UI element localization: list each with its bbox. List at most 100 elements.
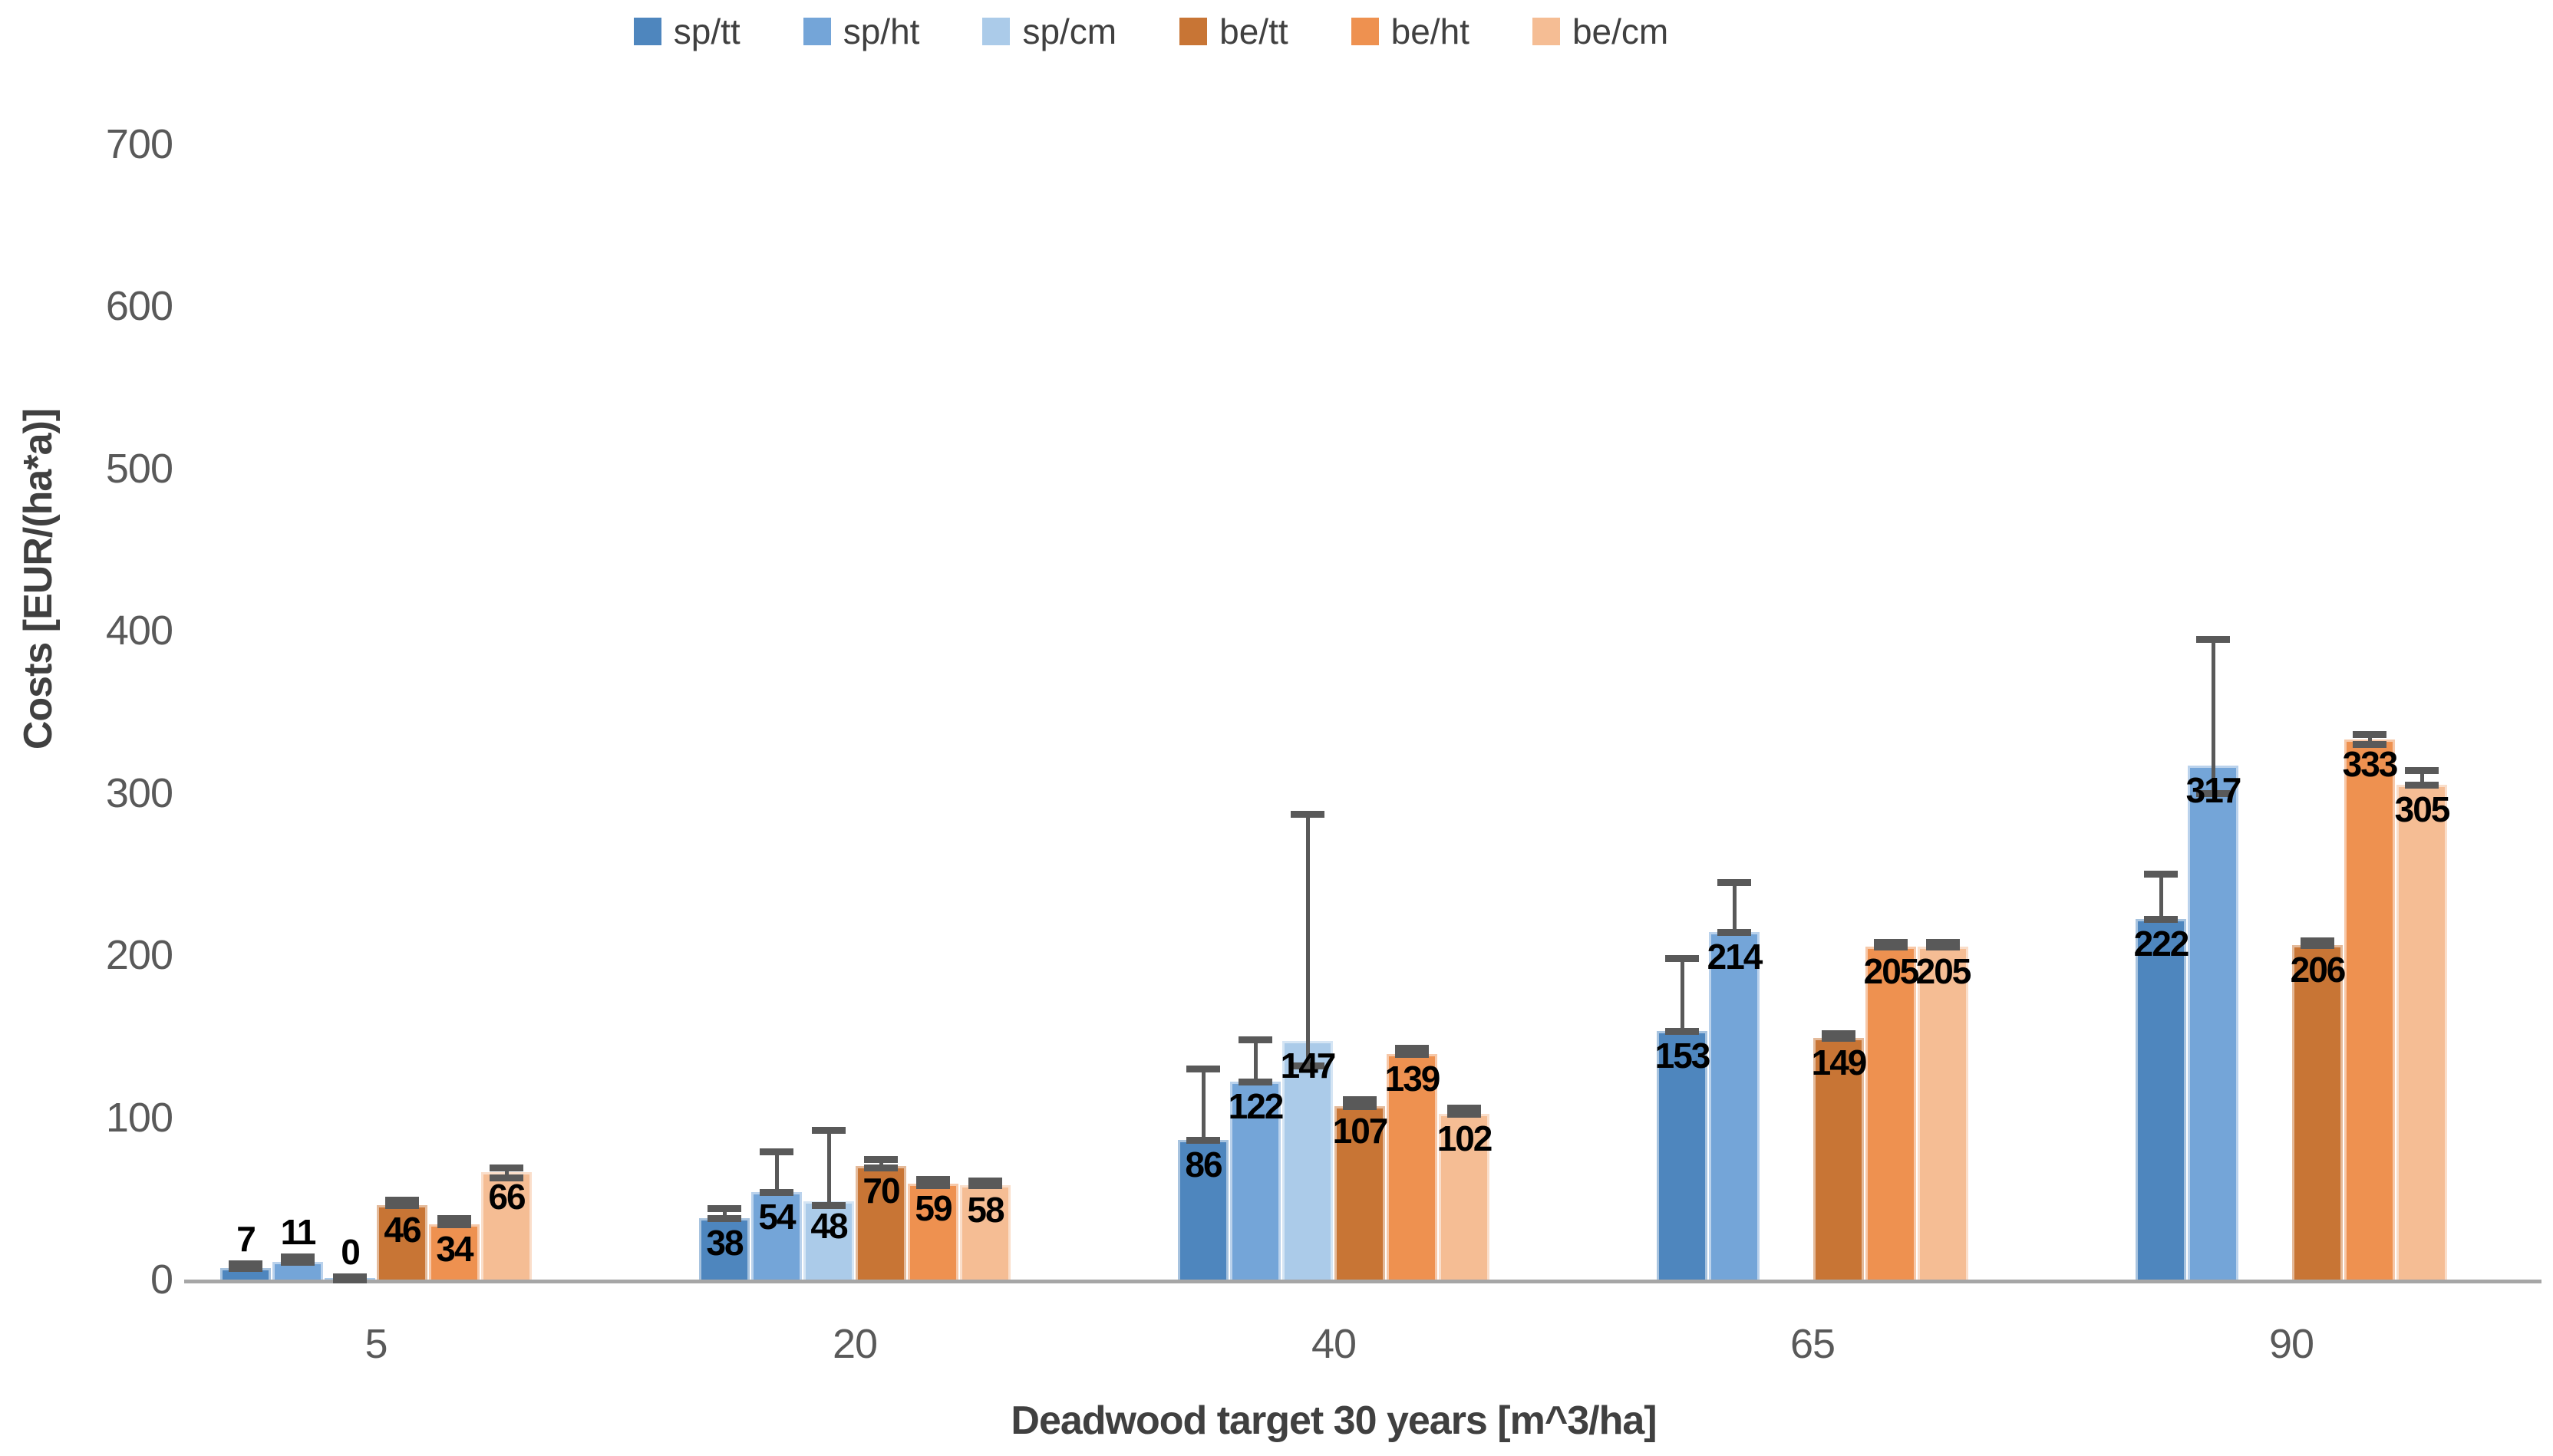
y-tick-200: 200	[105, 932, 173, 978]
bar-be-cm-65	[1918, 947, 1968, 1280]
x-tick-5: 5	[364, 1321, 388, 1367]
data-label-be-cm-65: 205	[1915, 951, 1972, 992]
data-label-be-cm-90: 305	[2394, 789, 2451, 829]
error-bar-sp-cm-20	[826, 1130, 831, 1205]
error-cap-high	[490, 1164, 523, 1172]
data-label-be-ht-40: 139	[1384, 1059, 1441, 1099]
data-label-be-tt-65: 149	[1811, 1042, 1868, 1082]
error-cap-high	[1291, 810, 1324, 818]
error-cap-high	[1447, 1104, 1481, 1112]
error-cap-low	[1822, 1034, 1855, 1042]
error-cap-high	[1926, 939, 1960, 947]
error-bar-sp-tt-20	[722, 1207, 727, 1218]
error-cap-low	[2144, 916, 2178, 924]
error-bar-sp-cm-40	[1305, 813, 1310, 1066]
y-tick-600: 600	[105, 283, 173, 329]
error-cap-low	[490, 1174, 523, 1181]
data-label-sp-ht-40: 122	[1228, 1085, 1285, 1126]
y-tick-300: 300	[105, 769, 173, 816]
error-cap-high	[812, 1127, 846, 1135]
error-cap-low	[1717, 929, 1751, 937]
y-tick-100: 100	[105, 1094, 173, 1141]
legend-label: be/tt	[1219, 12, 1288, 51]
legend-swatch-be-cm	[1532, 18, 1560, 45]
legend-item-sp-ht: sp/ht	[803, 11, 919, 52]
error-cap-low	[2301, 942, 2334, 950]
error-cap-high	[1822, 1029, 1855, 1037]
error-cap-high	[916, 1175, 950, 1183]
bar-sp-tt-65	[1657, 1031, 1707, 1280]
error-bar-sp-ht-40	[1253, 1039, 1258, 1082]
y-tick-700: 700	[105, 120, 173, 167]
bar-sp-tt-40	[1178, 1140, 1229, 1280]
error-bar-sp-tt-90	[2159, 874, 2163, 920]
bar-be-tt-20	[856, 1165, 906, 1280]
bar-be-ht-20	[908, 1184, 958, 1280]
error-cap-high	[437, 1214, 471, 1222]
data-label-sp-cm-5: 0	[341, 1231, 361, 1272]
error-cap-low	[229, 1265, 262, 1273]
bar-sp-cm-20	[803, 1201, 854, 1280]
error-cap-low	[1291, 1062, 1324, 1069]
bar-be-ht-65	[1865, 947, 1916, 1280]
error-bar-sp-tt-65	[1680, 958, 1684, 1032]
error-cap-high	[1395, 1044, 1429, 1052]
bar-be-tt-90	[2292, 945, 2343, 1280]
data-label-sp-tt-65: 153	[1654, 1036, 1711, 1076]
legend-label: be/ht	[1390, 12, 1469, 51]
error-cap-high	[1186, 1066, 1220, 1073]
legend-swatch-be-ht	[1351, 18, 1379, 45]
error-cap-low	[2353, 741, 2386, 749]
error-bar-be-ht-90	[2367, 734, 2372, 745]
error-cap-high	[1874, 939, 1908, 947]
x-tick-40: 40	[1311, 1321, 1357, 1367]
error-cap-low	[1395, 1051, 1429, 1058]
error-cap-high	[2301, 937, 2334, 944]
legend-label: be/cm	[1572, 12, 1669, 51]
y-tick-0: 0	[150, 1257, 173, 1303]
data-label-sp-tt-5: 7	[236, 1218, 256, 1259]
bar-be-tt-65	[1813, 1037, 1864, 1280]
error-cap-high	[281, 1253, 315, 1261]
error-bar-sp-ht-65	[1732, 881, 1737, 933]
error-bar-sp-ht-90	[2211, 638, 2215, 793]
legend-item-sp-tt: sp/tt	[633, 11, 741, 52]
data-label-be-ht-5: 34	[436, 1229, 473, 1270]
error-cap-low	[281, 1258, 315, 1266]
error-cap-low	[1665, 1028, 1699, 1036]
error-cap-high	[1343, 1096, 1377, 1104]
error-cap-low	[2196, 789, 2230, 797]
legend-item-be-ht: be/ht	[1351, 11, 1469, 52]
legend-swatch-sp-ht	[803, 18, 831, 45]
legend-swatch-sp-cm	[982, 18, 1011, 45]
legend: sp/tt sp/ht sp/cm be/tt be/ht be/cm	[0, 11, 2302, 52]
error-bar-be-cm-90	[2419, 769, 2424, 785]
error-cap-high	[2353, 731, 2386, 739]
error-cap-low	[385, 1201, 419, 1209]
bar-sp-ht-90	[2188, 765, 2238, 1280]
bar-be-cm-5	[481, 1172, 532, 1280]
data-label-be-cm-40: 102	[1436, 1118, 1493, 1159]
data-label-be-tt-40: 107	[1332, 1110, 1389, 1151]
x-axis-title: Deadwood target 30 years [m^3/ha]	[1011, 1398, 1657, 1443]
y-tick-400: 400	[105, 608, 173, 654]
error-cap-low	[1874, 944, 1908, 951]
data-label-be-tt-5: 46	[384, 1209, 421, 1250]
y-tick-500: 500	[105, 445, 173, 492]
error-cap-high	[2196, 635, 2230, 643]
error-bar-sp-tt-40	[1201, 1069, 1206, 1141]
error-cap-high	[864, 1156, 898, 1164]
data-label-be-cm-5: 66	[488, 1177, 526, 1217]
data-label-sp-cm-20: 48	[810, 1206, 848, 1247]
legend-label: sp/cm	[1022, 12, 1117, 51]
bar-sp-ht-40	[1230, 1081, 1281, 1280]
error-cap-low	[812, 1201, 846, 1209]
error-cap-low	[1447, 1111, 1481, 1118]
bar-be-ht-40	[1387, 1054, 1437, 1280]
x-axis-line	[184, 1280, 2541, 1283]
data-label-sp-tt-90: 222	[2133, 924, 2190, 964]
x-tick-90: 90	[2268, 1321, 2314, 1367]
error-cap-high	[1239, 1036, 1272, 1043]
bar-be-cm-40	[1439, 1114, 1489, 1280]
error-cap-high	[1665, 955, 1699, 963]
